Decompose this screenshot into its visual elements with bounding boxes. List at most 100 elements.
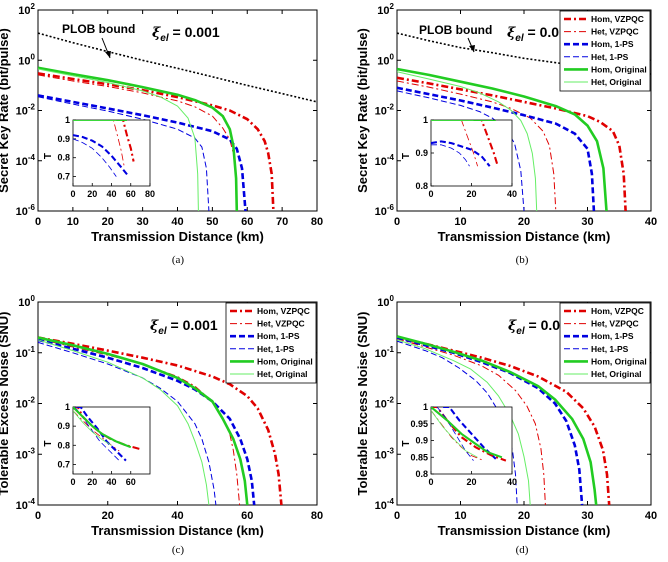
inset-x-tick-label: 80 <box>145 189 155 199</box>
series-hom-original <box>397 335 598 505</box>
series-hom-vzpqc <box>397 76 627 211</box>
legend-label: Het, 1-PS <box>591 52 629 62</box>
inset-series <box>431 120 499 167</box>
y-tick-label: 10-1 <box>16 345 36 360</box>
panel-a: 0 10 20 30 40 50 60 70 8010-610-410-2100102Trans… <box>0 2 323 266</box>
inset: 0 20 40 0.8 0.85 0.9 0.95 1 T <box>401 402 517 487</box>
inset-frame <box>72 406 151 475</box>
inset-y-tick-label: 0.8 <box>415 181 428 191</box>
x-tick-label: 40 <box>171 216 183 228</box>
inset-series <box>73 407 141 462</box>
x-tick-label: 0 <box>394 216 400 228</box>
legend-label: Hom, 1-PS <box>591 39 634 49</box>
x-tick-label: 60 <box>241 510 253 522</box>
inset-y-tick-label: 0.95 <box>410 419 428 429</box>
inset-y-tick-label: 0.8 <box>57 440 70 450</box>
inset: 0 20 40 0.8 0.9 1 T <box>401 115 517 199</box>
series-hom-original <box>397 67 608 211</box>
y-axis-title: Tolerable Excess Noise (SNU) <box>355 312 370 496</box>
legend: Hom, VZPQC Het, VZPQC Hom, 1-PS Het, 1-PS Ho… <box>559 302 651 384</box>
inset-x-tick-label: 0 <box>70 189 75 199</box>
inset-series-hom-vzpqc <box>73 120 135 162</box>
y-tick-label: 10-2 <box>16 396 36 411</box>
x-tick-label: 10 <box>454 216 466 228</box>
legend-label: Het, Original <box>591 369 642 379</box>
series-group <box>397 335 611 505</box>
y-tick-label: 10-3 <box>16 446 36 461</box>
legend-label: Het, 1-PS <box>257 344 295 354</box>
inset-y-tick-label: 0.7 <box>57 172 70 182</box>
inset-x-tick-label: 40 <box>507 189 517 199</box>
legend-label: Hom, 1-PS <box>591 331 634 341</box>
series-het-1ps <box>397 90 525 211</box>
y-tick-label: 10-6 <box>16 203 36 218</box>
inset-x-tick-label: 20 <box>466 477 476 487</box>
legend-label: Hom, Original <box>591 64 647 74</box>
series-plob <box>397 32 651 75</box>
legend: Hom, VZPQC Het, VZPQC Hom, 1-PS Het, 1-PS Ho… <box>559 10 651 92</box>
y-tick-label: 102 <box>18 2 35 17</box>
inset-series-het-1ps <box>436 407 474 461</box>
y-tick-label: 10-2 <box>375 396 395 411</box>
legend: Hom, VZPQC Het, VZPQC Hom, 1-PS Het, 1-PS Ho… <box>225 302 317 384</box>
inset-x-tick-label: 60 <box>126 477 136 487</box>
x-tick-label: 0 <box>35 510 41 522</box>
series-hom-vzpqc <box>38 72 275 211</box>
x-tick-label: 80 <box>311 510 323 522</box>
series-het-1ps <box>38 96 210 211</box>
series-hom-original <box>38 336 249 505</box>
inset-y-tick-label: 0.85 <box>410 452 428 462</box>
y-axis-title: Tolerable Excess Noise (SNU) <box>0 312 11 496</box>
series-hom-vzpqc <box>38 336 283 505</box>
legend-label: Het, VZPQC <box>257 319 305 329</box>
x-tick-label: 80 <box>311 216 323 228</box>
y-tick-label: 102 <box>377 2 394 17</box>
x-tick-label: 0 <box>394 510 400 522</box>
inset-y-tick-label: 0.8 <box>57 153 70 163</box>
inset-y-title: T <box>43 440 54 446</box>
legend-label: Het, Original <box>257 369 308 379</box>
x-tick-label: 70 <box>276 216 288 228</box>
y-tick-label: 100 <box>18 294 35 309</box>
inset-x-tick-label: 0 <box>428 477 433 487</box>
x-tick-label: 20 <box>518 216 530 228</box>
panel-c: 0 20 40 60 80 10-4 10-3 10-2 10-1 100 Transmission… <box>0 294 323 556</box>
inset-y-tick-label: 0.7 <box>57 459 70 469</box>
y-axis-title: Secret Key Rate (bit/pulse) <box>355 28 370 193</box>
y-tick-label: 10-4 <box>375 497 395 512</box>
inset-x-tick-label: 20 <box>87 477 97 487</box>
x-tick-label: 30 <box>581 510 593 522</box>
inset-series <box>73 120 135 178</box>
inset-x-tick-label: 20 <box>87 189 97 199</box>
inset-series-het-vzpqc <box>73 410 120 452</box>
x-tick-label: 30 <box>581 216 593 228</box>
panel-caption: (b) <box>516 254 529 266</box>
series-group <box>38 32 317 211</box>
inset-series-hom-1ps <box>443 407 497 460</box>
inset-series-hom-vzpqc <box>431 407 507 462</box>
y-tick-label: 10-1 <box>375 345 395 360</box>
inset-y-title: T <box>43 153 54 159</box>
inset-y-tick-label: 1 <box>423 402 428 412</box>
inset-series <box>431 407 507 462</box>
x-tick-label: 20 <box>518 510 530 522</box>
x-tick-label: 50 <box>206 216 218 228</box>
xi-annotation: ξel = 0.001 <box>150 317 218 337</box>
inset-x-tick-label: 20 <box>466 189 476 199</box>
series-plob <box>38 32 317 103</box>
panel-d: 0 10 20 30 4010-410-310-210-1100Transmission… <box>355 294 657 556</box>
inset-x-tick-label: 40 <box>106 477 116 487</box>
panel-caption: (a) <box>172 254 185 266</box>
x-tick-label: 40 <box>645 510 657 522</box>
y-tick-label: 10-4 <box>375 153 395 168</box>
inset-x-tick-label: 0 <box>428 189 433 199</box>
series-het-vzpqc <box>397 80 557 211</box>
series-het-original <box>397 71 538 211</box>
x-tick-label: 20 <box>102 216 114 228</box>
inset-series-het-original <box>73 410 112 446</box>
inset-series-hom-1ps <box>73 134 130 178</box>
inset-y-tick-label: 0.9 <box>57 421 70 431</box>
panel-caption: (d) <box>516 544 529 556</box>
series-group <box>397 32 651 211</box>
inset-series-hom-vzpqc <box>431 120 499 167</box>
